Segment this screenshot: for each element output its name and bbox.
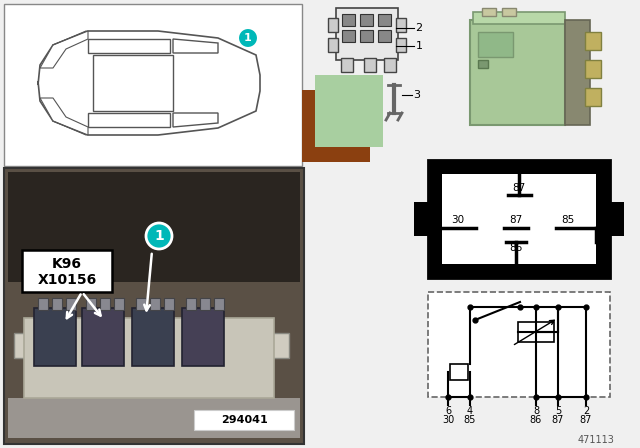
- Text: 6: 6: [445, 406, 451, 416]
- Bar: [200, 298, 210, 310]
- Text: 85: 85: [561, 215, 575, 225]
- Bar: [34, 308, 76, 366]
- Polygon shape: [173, 39, 218, 53]
- Bar: [86, 298, 96, 310]
- Text: 86: 86: [530, 415, 542, 425]
- Bar: [4, 168, 304, 444]
- Bar: [585, 88, 601, 106]
- Text: 87: 87: [580, 415, 592, 425]
- Bar: [82, 308, 124, 366]
- Bar: [8, 398, 300, 438]
- Text: 471113: 471113: [577, 435, 614, 445]
- Bar: [164, 298, 174, 310]
- Text: X10156: X10156: [37, 273, 97, 287]
- Bar: [585, 60, 601, 78]
- Text: 3: 3: [413, 90, 420, 100]
- Text: 87: 87: [513, 183, 525, 193]
- Circle shape: [146, 223, 172, 249]
- Bar: [194, 410, 294, 430]
- Text: 87: 87: [552, 415, 564, 425]
- Bar: [502, 8, 516, 16]
- Bar: [470, 20, 565, 125]
- Bar: [52, 298, 62, 310]
- Text: 30: 30: [442, 415, 454, 425]
- Bar: [396, 38, 406, 52]
- Bar: [428, 160, 610, 278]
- Text: 1: 1: [244, 33, 252, 43]
- Bar: [315, 75, 383, 147]
- Bar: [565, 20, 590, 125]
- Bar: [100, 298, 110, 310]
- Text: 4: 4: [467, 406, 473, 416]
- Bar: [114, 298, 124, 310]
- Bar: [518, 322, 554, 342]
- Bar: [8, 172, 300, 282]
- Bar: [4, 4, 302, 166]
- Text: 5: 5: [555, 406, 561, 416]
- Bar: [478, 60, 488, 68]
- Circle shape: [238, 28, 258, 48]
- Bar: [442, 174, 596, 264]
- Bar: [302, 90, 370, 162]
- Text: 1: 1: [415, 41, 422, 51]
- Polygon shape: [40, 98, 88, 135]
- Bar: [428, 292, 610, 397]
- Bar: [150, 298, 160, 310]
- Text: 30: 30: [451, 215, 465, 225]
- Bar: [22, 250, 112, 292]
- Bar: [136, 298, 146, 310]
- Bar: [186, 298, 196, 310]
- Bar: [341, 58, 353, 72]
- Bar: [360, 30, 373, 42]
- Text: K96: K96: [52, 257, 82, 271]
- Bar: [378, 14, 391, 26]
- Bar: [478, 32, 513, 57]
- Bar: [608, 202, 624, 236]
- Bar: [24, 318, 274, 398]
- Text: 294041: 294041: [221, 415, 268, 425]
- Polygon shape: [173, 113, 218, 127]
- Bar: [585, 32, 601, 50]
- Bar: [378, 30, 391, 42]
- Polygon shape: [40, 31, 88, 68]
- Bar: [182, 308, 224, 366]
- Text: 87: 87: [509, 215, 523, 225]
- Text: 85: 85: [464, 415, 476, 425]
- Bar: [14, 333, 289, 358]
- Bar: [38, 298, 48, 310]
- Bar: [336, 8, 398, 60]
- Bar: [328, 38, 338, 52]
- Bar: [342, 14, 355, 26]
- Bar: [473, 12, 565, 24]
- Text: 8: 8: [533, 406, 539, 416]
- Text: 2: 2: [415, 23, 422, 33]
- Bar: [132, 308, 174, 366]
- Bar: [384, 58, 396, 72]
- Bar: [450, 364, 468, 380]
- Bar: [364, 58, 376, 72]
- Text: 2: 2: [583, 406, 589, 416]
- Polygon shape: [88, 39, 170, 53]
- Bar: [414, 202, 430, 236]
- Polygon shape: [88, 113, 170, 127]
- Bar: [482, 8, 496, 16]
- Bar: [214, 298, 224, 310]
- Bar: [66, 298, 76, 310]
- Polygon shape: [38, 31, 260, 135]
- Bar: [360, 14, 373, 26]
- Bar: [93, 55, 173, 111]
- Bar: [396, 18, 406, 32]
- Bar: [342, 30, 355, 42]
- Text: 1: 1: [154, 229, 164, 243]
- Bar: [328, 18, 338, 32]
- Text: 86: 86: [509, 243, 523, 253]
